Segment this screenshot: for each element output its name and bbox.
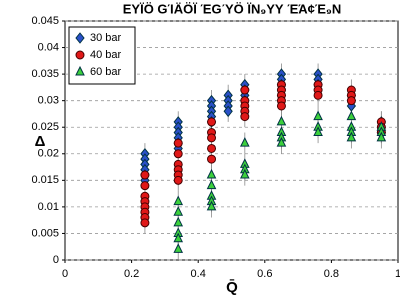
y-tick-label: 0.035 — [31, 68, 59, 80]
marker — [206, 179, 217, 190]
marker — [173, 195, 184, 206]
marker — [240, 137, 250, 147]
marker — [173, 149, 183, 159]
marker — [376, 131, 387, 142]
legend-marker — [75, 65, 85, 76]
marker — [140, 218, 150, 228]
marker — [346, 131, 357, 142]
y-tick-label: 0.03 — [38, 95, 59, 107]
legend-marker — [75, 50, 85, 60]
x-axis-label: Q̄ — [226, 278, 238, 296]
marker — [173, 175, 183, 185]
marker — [207, 117, 217, 127]
marker — [173, 206, 184, 216]
legend-label: 60 bar — [90, 66, 122, 78]
y-tick-label: 0.02 — [38, 148, 59, 160]
marker — [346, 110, 357, 121]
marker — [240, 168, 250, 179]
marker — [223, 105, 233, 118]
marker — [276, 101, 286, 111]
legend-label: 30 bar — [90, 32, 122, 44]
y-tick-label: 0.04 — [38, 41, 59, 53]
y-tick-label: 0.025 — [31, 121, 59, 133]
marker — [207, 143, 217, 153]
y-tick-label: 0.01 — [38, 201, 59, 213]
marker — [140, 181, 150, 191]
chart-title: ΕΥΪÖ GΊÄÖÏ ΈGΎÖ ÏΝ₉ΥΥ ΈΆ¢Έ₉Ν — [123, 1, 342, 16]
marker — [313, 90, 323, 100]
legend-marker — [75, 32, 85, 44]
y-axis-label: Δ — [35, 133, 46, 150]
marker — [173, 232, 184, 243]
marker — [173, 243, 184, 253]
y-tick-label: 0.045 — [31, 15, 59, 27]
x-tick-label: 0.8 — [324, 268, 339, 280]
marker — [313, 126, 323, 137]
x-tick-label: 0.6 — [257, 268, 272, 280]
marker — [207, 154, 217, 164]
marker — [207, 133, 217, 143]
y-tick-label: 0.015 — [31, 174, 59, 186]
marker — [206, 200, 217, 211]
marker — [276, 137, 287, 147]
marker — [240, 112, 250, 122]
marker — [140, 170, 150, 180]
x-tick-label: 0.2 — [124, 268, 139, 280]
marker — [240, 85, 250, 95]
marker — [206, 168, 217, 179]
x-tick-label: 1 — [395, 268, 400, 280]
y-tick-label: 0 — [53, 254, 59, 266]
marker — [313, 110, 323, 121]
x-tick-label: 0.4 — [191, 268, 206, 280]
marker — [276, 115, 287, 126]
legend-label: 40 bar — [90, 49, 122, 61]
y-tick-label: 0.005 — [31, 227, 59, 239]
marker — [173, 138, 183, 148]
marker — [173, 216, 184, 227]
x-tick-label: 0 — [62, 268, 68, 280]
marker — [346, 96, 356, 106]
